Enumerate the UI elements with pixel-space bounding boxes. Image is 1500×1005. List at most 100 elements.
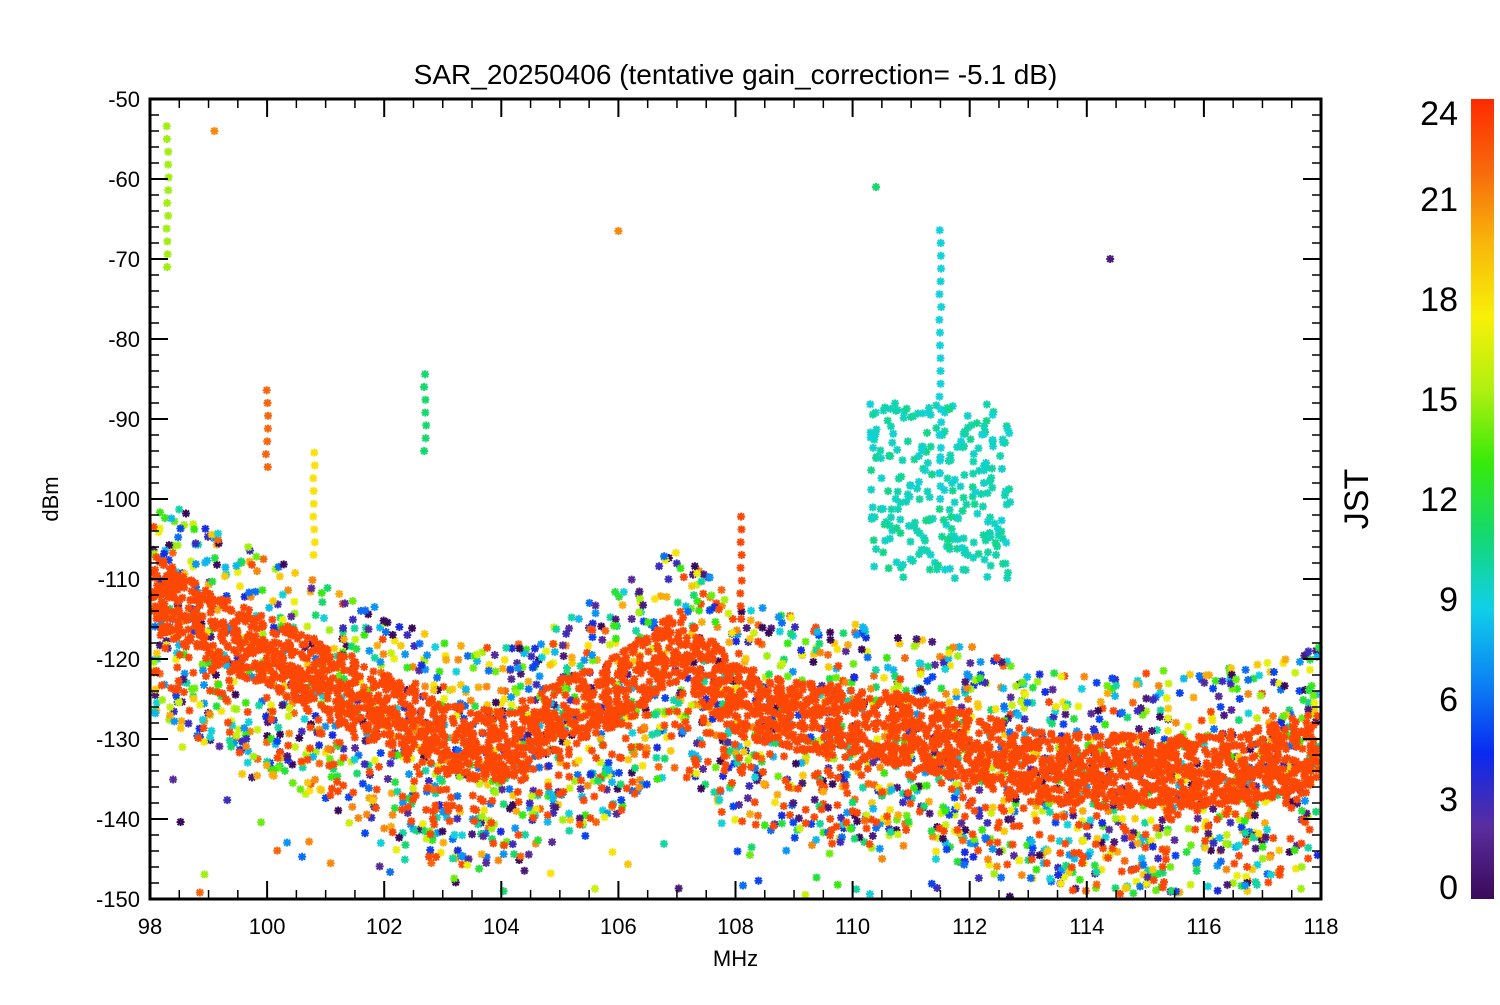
data-point (1193, 759, 1202, 768)
data-point (991, 750, 1000, 759)
data-point (1000, 730, 1009, 739)
data-point (331, 721, 340, 730)
data-point (1287, 776, 1296, 785)
data-point (499, 850, 508, 859)
data-point (382, 685, 391, 694)
data-point (576, 733, 585, 742)
data-point (448, 685, 457, 694)
data-point (288, 760, 297, 769)
data-point (919, 741, 928, 750)
data-point (1301, 767, 1310, 776)
data-point (358, 717, 367, 726)
data-point (748, 723, 757, 732)
data-point (1151, 781, 1160, 790)
data-point (1158, 868, 1167, 877)
data-point (1310, 699, 1319, 708)
data-point (618, 675, 627, 684)
data-point (1077, 794, 1086, 803)
data-point (789, 818, 798, 827)
data-point (180, 650, 189, 659)
data-point (1309, 736, 1318, 745)
data-point (1210, 774, 1219, 783)
data-point (923, 677, 932, 686)
data-point (953, 651, 962, 660)
data-point (437, 723, 446, 732)
data-point (473, 650, 482, 659)
data-point (741, 680, 750, 689)
data-point (1248, 771, 1257, 780)
data-point (411, 716, 420, 725)
data-point (969, 741, 978, 750)
data-point (632, 626, 641, 635)
data-point (775, 728, 784, 737)
data-point (1263, 771, 1272, 780)
data-point (898, 751, 907, 760)
data-point (1077, 684, 1086, 693)
data-point (326, 683, 335, 692)
data-point (521, 774, 530, 783)
data-point (859, 698, 868, 707)
data-point (395, 833, 404, 842)
data-point (329, 760, 338, 769)
data-point (186, 596, 195, 604)
data-point (613, 657, 622, 666)
data-point (1094, 706, 1103, 715)
data-point (1086, 816, 1095, 825)
data-point (1007, 815, 1016, 824)
data-point (713, 623, 722, 632)
data-point (867, 843, 876, 852)
data-point (952, 788, 961, 796)
data-point (287, 625, 296, 634)
data-point (1145, 769, 1154, 778)
data-point (1005, 785, 1014, 794)
data-point (537, 689, 546, 698)
data-point (733, 723, 742, 732)
data-point (1018, 771, 1027, 780)
data-point (857, 771, 866, 780)
data-point (1035, 728, 1044, 737)
data-point (1074, 791, 1083, 800)
data-point (356, 672, 365, 681)
data-point (837, 741, 846, 750)
data-point (895, 639, 904, 648)
data-point (1233, 871, 1242, 880)
data-point (924, 662, 933, 671)
data-point (189, 668, 198, 677)
data-point (304, 707, 313, 716)
data-point (246, 643, 255, 652)
data-point (662, 592, 671, 601)
data-point (600, 813, 609, 822)
data-point (271, 740, 280, 749)
data-point (769, 752, 778, 761)
data-point (1298, 728, 1307, 737)
data-point (246, 592, 255, 601)
data-point (687, 749, 696, 758)
data-point (811, 740, 820, 749)
data-point (1111, 814, 1120, 823)
data-point (635, 652, 644, 661)
data-point (491, 667, 500, 676)
data-point (307, 584, 316, 593)
data-point (149, 657, 158, 666)
data-point (513, 787, 522, 796)
data-point (707, 591, 716, 600)
data-point (306, 674, 315, 683)
data-point (350, 624, 359, 633)
data-point (933, 708, 942, 717)
data-point (830, 639, 839, 648)
data-point (365, 686, 374, 695)
data-point (190, 684, 199, 693)
data-point (404, 794, 413, 803)
data-point (937, 809, 946, 818)
data-point (228, 721, 237, 730)
data-point (349, 788, 358, 797)
data-point (421, 766, 430, 775)
data-point (487, 818, 496, 827)
data-point (1144, 788, 1153, 797)
data-point (1068, 806, 1077, 815)
data-point (483, 780, 492, 789)
data-point (1130, 771, 1139, 780)
data-point (1173, 734, 1182, 743)
data-point (775, 627, 784, 636)
data-point (1298, 714, 1307, 723)
